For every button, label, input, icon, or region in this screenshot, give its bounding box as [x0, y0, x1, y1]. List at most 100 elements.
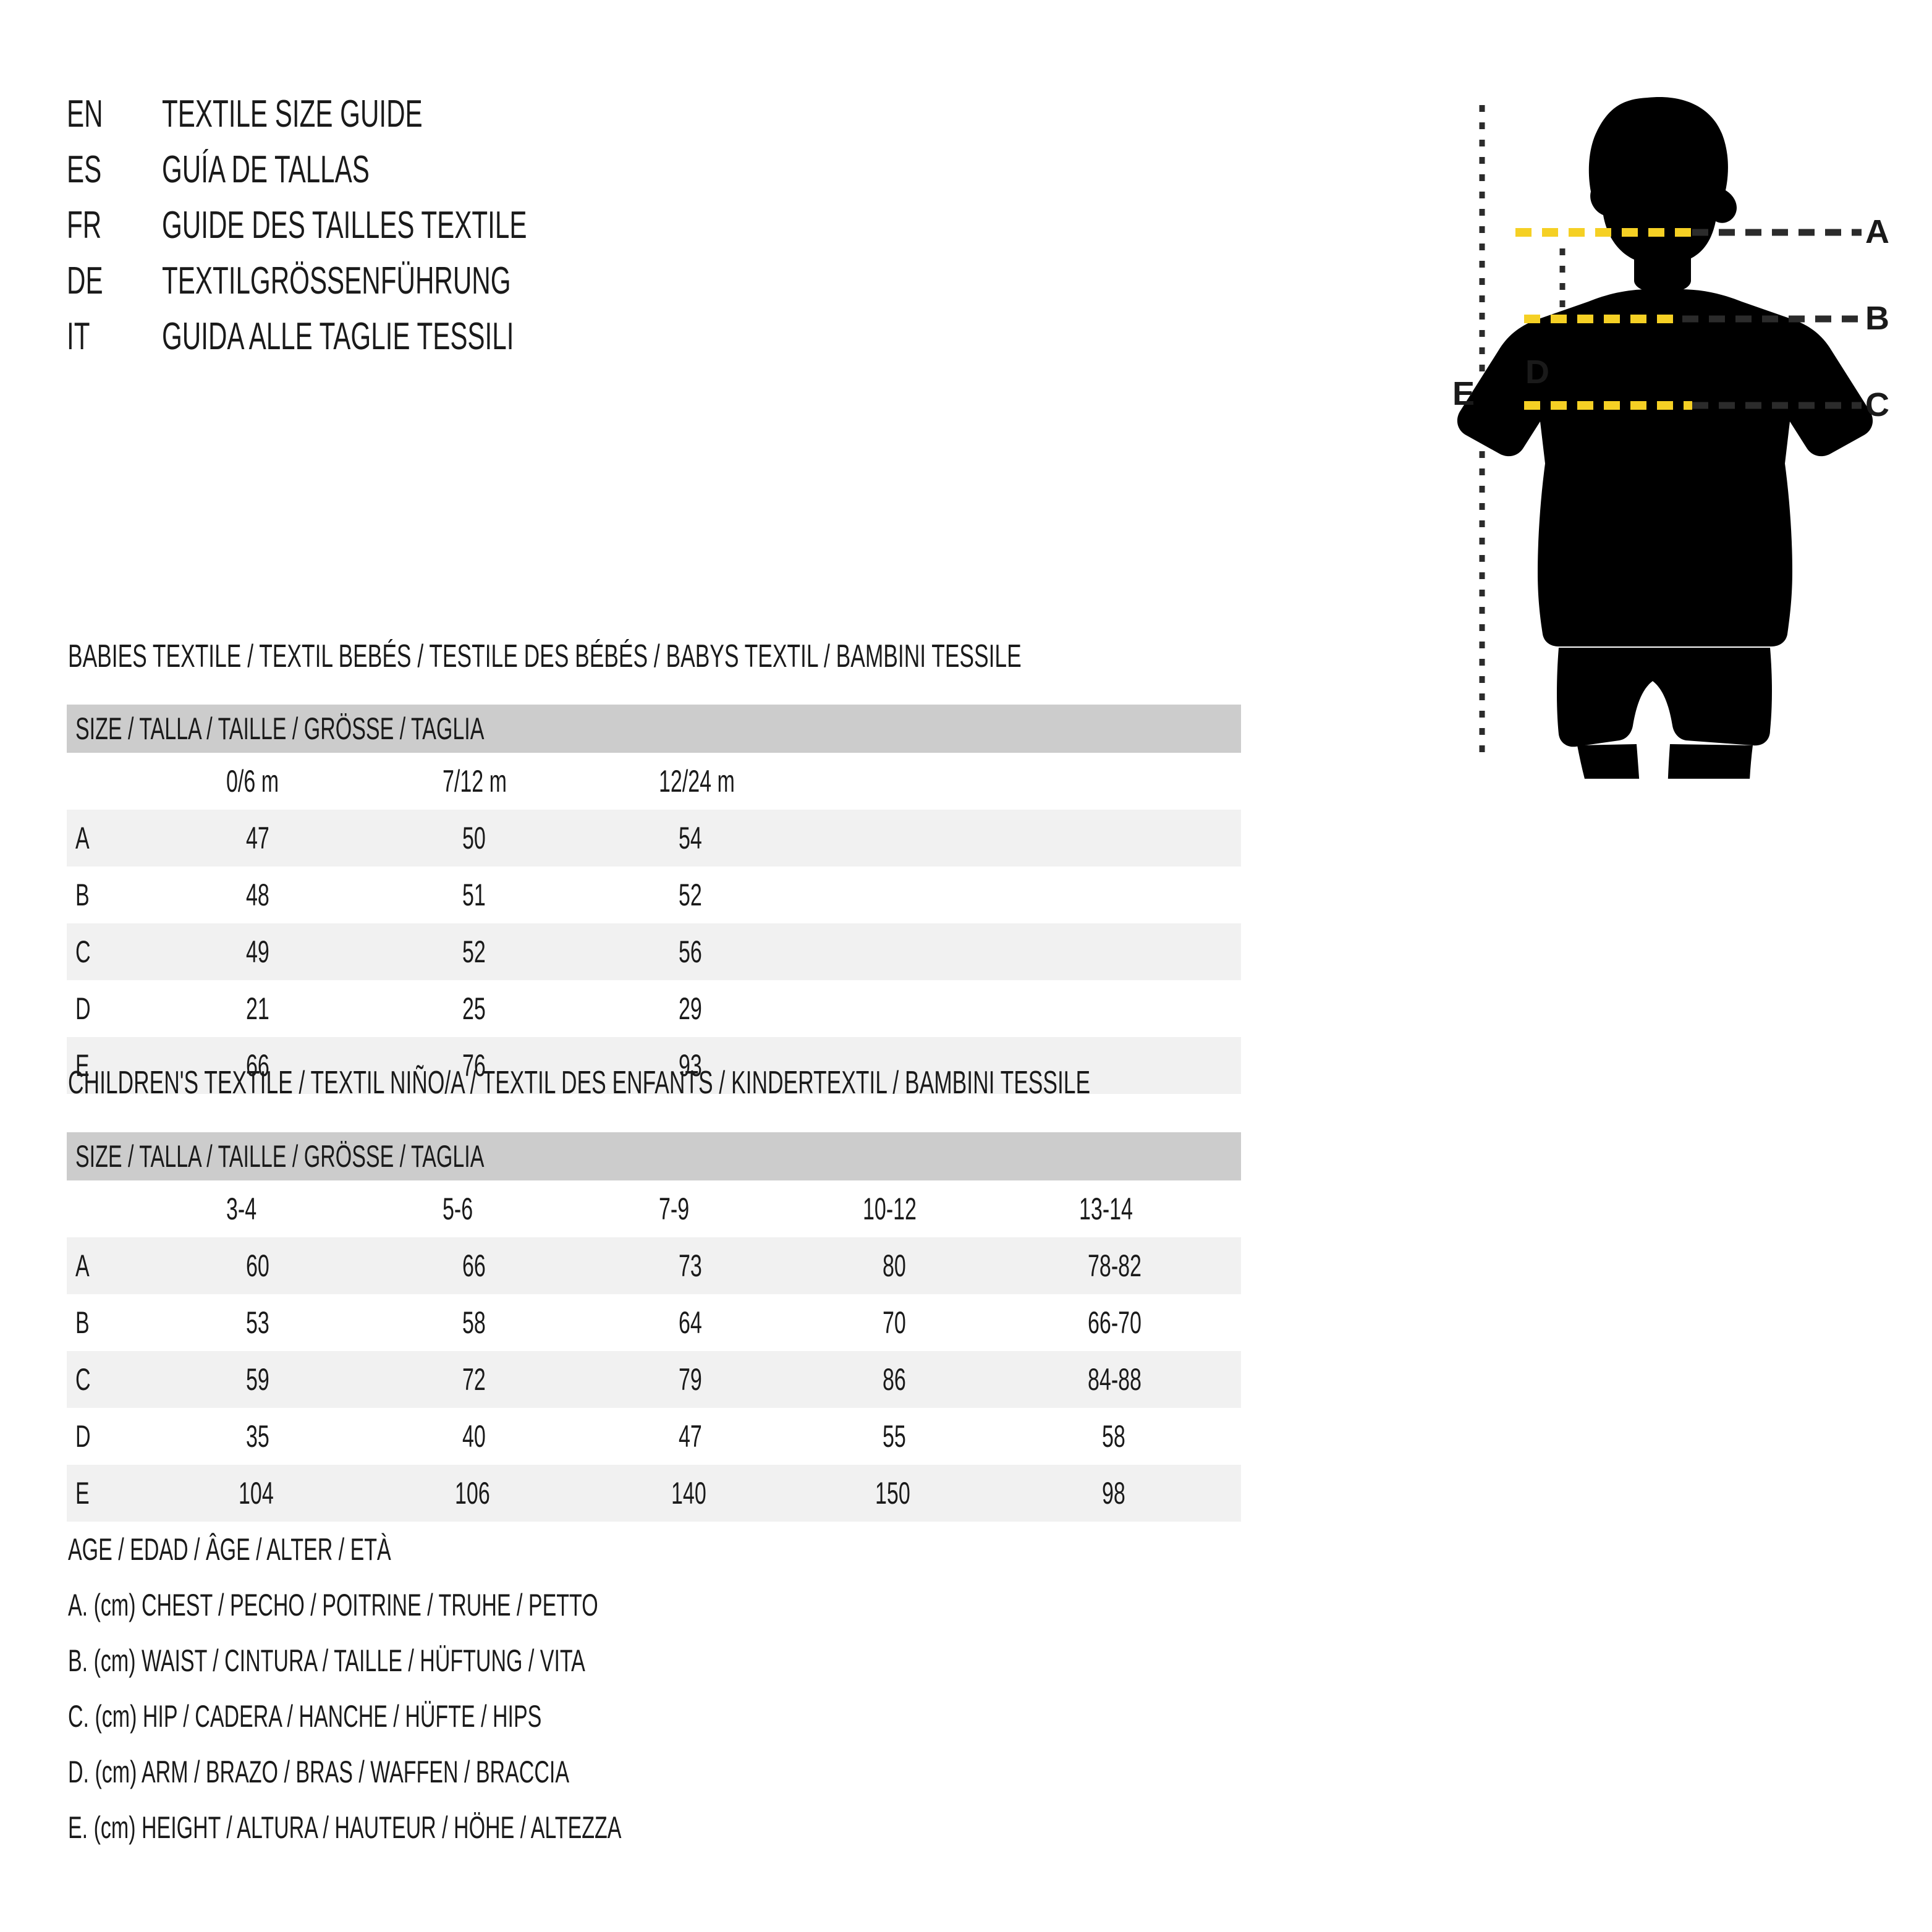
table-cell: 47	[679, 1419, 702, 1454]
babies-column-header-row: 0/6 m 7/12 m 12/24 m	[67, 753, 1241, 810]
table-cell: 86	[883, 1362, 906, 1397]
column-header: 5-6	[443, 1192, 473, 1226]
mark-label-e: E	[1452, 375, 1475, 412]
row-label: B	[75, 1305, 90, 1340]
table-cell: 35	[246, 1419, 269, 1454]
table-cell: 48	[246, 878, 269, 912]
table-row: E 104 106 140 150 98	[67, 1465, 1241, 1522]
row-label: D	[75, 1419, 91, 1454]
children-column-header-row: 3-4 5-6 7-9 10-12 13-14	[67, 1180, 1241, 1237]
table-cell: 56	[679, 934, 702, 969]
language-title: TEXTILE SIZE GUIDE	[162, 93, 423, 135]
row-label: E	[75, 1048, 90, 1083]
row-label: D	[75, 991, 91, 1026]
column-header: 10-12	[863, 1192, 917, 1226]
table-row: C 59 72 79 86 84-88	[67, 1351, 1241, 1408]
table-cell: 47	[246, 821, 269, 855]
legend-item-b: B. (cm) WAIST / CINTURA / TAILLE / HÜFTU…	[68, 1643, 585, 1678]
row-label: C	[75, 1362, 91, 1397]
row-label: A	[75, 1248, 90, 1283]
table-cell: 66	[246, 1048, 269, 1083]
table-row: D 35 40 47 55 58	[67, 1408, 1241, 1465]
table-cell: 40	[462, 1419, 486, 1454]
mark-label-a: A	[1865, 213, 1889, 250]
language-code: DE	[67, 260, 103, 302]
table-cell: 25	[462, 991, 486, 1026]
measurement-figure-panel: A B C D E	[1403, 74, 1910, 779]
table-row: B 48 51 52	[67, 866, 1241, 923]
table-cell: 73	[679, 1248, 702, 1283]
table-row: A 60 66 73 80 78-82	[67, 1237, 1241, 1294]
language-code: IT	[67, 315, 90, 358]
column-header: 12/24 m	[659, 764, 735, 799]
right-leg-shape	[1667, 744, 1753, 779]
row-label: B	[75, 878, 90, 912]
table-cell: 76	[462, 1048, 486, 1083]
mark-label-b: B	[1865, 300, 1889, 337]
babies-size-header: SIZE / TALLA / TAILLE / GRÖSSE / TAGLIA	[67, 705, 1241, 753]
table-cell: 66	[462, 1248, 486, 1283]
column-header: 0/6 m	[226, 764, 279, 799]
table-cell: 72	[462, 1362, 486, 1397]
table-cell: 52	[679, 878, 702, 912]
row-label: A	[75, 821, 90, 855]
table-row: D 21 25 29	[67, 980, 1241, 1037]
language-code: FR	[67, 204, 102, 247]
measurement-legend: AGE / EDAD / ÂGE / ALTER / ETÀ A. (cm) C…	[68, 1522, 1119, 1855]
language-header-block: EN TEXTILE SIZE GUIDE ES GUÍA DE TALLAS …	[67, 87, 932, 365]
table-cell: 59	[246, 1362, 269, 1397]
language-title: GUÍA DE TALLAS	[162, 148, 370, 191]
child-silhouette	[1457, 96, 1873, 779]
row-label: E	[75, 1476, 90, 1510]
language-title: GUIDE DES TAILLES TEXTILE	[162, 204, 527, 247]
table-cell: 84-88	[1088, 1362, 1142, 1397]
table-cell: 52	[462, 934, 486, 969]
children-size-table: SIZE / TALLA / TAILLE / GRÖSSE / TAGLIA …	[67, 1132, 1241, 1522]
language-title: GUIDA ALLE TAGLIE TESSILI	[162, 315, 514, 358]
head-shape	[1588, 96, 1737, 292]
table-cell: 21	[246, 991, 269, 1026]
language-row: IT GUIDA ALLE TAGLIE TESSILI	[67, 309, 932, 365]
table-row: C 49 52 56	[67, 923, 1241, 980]
shorts-shape	[1557, 648, 1772, 747]
table-row: E 66 76 93	[67, 1037, 1241, 1094]
child-silhouette-diagram	[1457, 96, 1873, 779]
table-cell: 60	[246, 1248, 269, 1283]
language-row: ES GUÍA DE TALLAS	[67, 142, 932, 198]
table-cell: 53	[246, 1305, 269, 1340]
legend-item-e: E. (cm) HEIGHT / ALTURA / HAUTEUR / HÖHE…	[68, 1810, 622, 1845]
table-cell: 58	[1102, 1419, 1125, 1454]
table-cell: 80	[883, 1248, 906, 1283]
table-cell: 98	[1102, 1476, 1125, 1510]
table-row: A 47 50 54	[67, 810, 1241, 866]
tshirt-shape	[1457, 289, 1873, 646]
table-cell: 78-82	[1088, 1248, 1142, 1283]
legend-item-a: A. (cm) CHEST / PECHO / POITRINE / TRUHE…	[68, 1588, 598, 1622]
column-header: 7-9	[659, 1192, 690, 1226]
table-cell: 106	[455, 1476, 490, 1510]
legend-age-line: AGE / EDAD / ÂGE / ALTER / ETÀ	[68, 1532, 391, 1567]
language-code: EN	[67, 93, 103, 135]
row-label: C	[75, 934, 91, 969]
column-header: 3-4	[226, 1192, 257, 1226]
table-cell: 140	[671, 1476, 706, 1510]
children-section-title: CHILDREN'S TEXTILE / TEXTIL NIÑO/A / TEX…	[68, 1065, 1091, 1101]
table-cell: 70	[883, 1305, 906, 1340]
column-header: 13-14	[1079, 1192, 1133, 1226]
table-cell: 104	[239, 1476, 274, 1510]
babies-section-title: BABIES TEXTILE / TEXTIL BEBÉS / TESTILE …	[68, 638, 1022, 674]
language-title: TEXTILGRÖSSENFÜHRUNG	[162, 260, 511, 302]
table-cell: 29	[679, 991, 702, 1026]
table-cell: 50	[462, 821, 486, 855]
language-row: DE TEXTILGRÖSSENFÜHRUNG	[67, 253, 932, 309]
table-row: B 53 58 64 70 66-70	[67, 1294, 1241, 1351]
table-cell: 58	[462, 1305, 486, 1340]
table-cell: 66-70	[1088, 1305, 1142, 1340]
legend-item-d: D. (cm) ARM / BRAZO / BRAS / WAFFEN / BR…	[68, 1755, 570, 1789]
table-cell: 49	[246, 934, 269, 969]
table-cell: 150	[875, 1476, 910, 1510]
column-header: 7/12 m	[443, 764, 507, 799]
children-size-header: SIZE / TALLA / TAILLE / GRÖSSE / TAGLIA	[67, 1132, 1241, 1180]
mark-label-d: D	[1525, 354, 1549, 391]
language-code: ES	[67, 148, 102, 191]
